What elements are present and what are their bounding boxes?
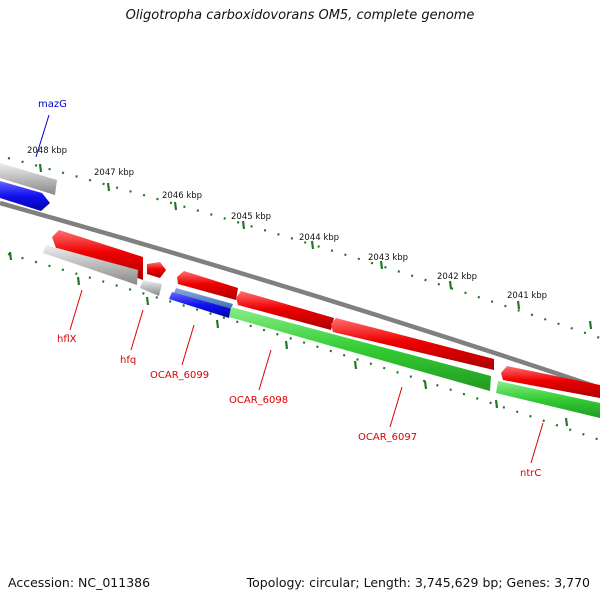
- major-tick: [379, 260, 384, 270]
- ntrC-cds: [501, 366, 600, 398]
- inner-scale-ticks: [7, 251, 600, 442]
- hfq-leader: [130, 309, 144, 351]
- ocar6099-leader: [181, 324, 195, 366]
- gene-label-hflX: hflX: [57, 334, 77, 345]
- gene-track-outer: [0, 163, 57, 195]
- outer-scale-dots: [7, 156, 600, 340]
- scale-label: 2042 kbp: [437, 272, 477, 282]
- gene-label-mazG: mazG: [38, 99, 67, 110]
- scale-label: 2045 kbp: [231, 212, 271, 222]
- gene-label-hfq: hfq: [120, 355, 136, 366]
- major-tick: [284, 340, 289, 350]
- coverage-track: [229, 307, 600, 418]
- ocar6098-cds: [236, 291, 334, 330]
- scale-label: 2043 kbp: [368, 253, 408, 263]
- ntrC-leader: [530, 422, 544, 464]
- coverage-bar: [229, 307, 491, 391]
- major-tick: [106, 182, 111, 192]
- gene-block: [140, 280, 162, 296]
- major-tick: [76, 276, 81, 286]
- ocar6099-cds: [177, 271, 238, 300]
- major-tick: [423, 380, 428, 390]
- outer-scale-ticks: [7, 156, 600, 340]
- scale-labels: 2048 kbp 2047 kbp 2046 kbp 2045 kbp 2044…: [27, 146, 547, 301]
- major-tick: [588, 320, 593, 330]
- mazG-feature: [0, 181, 50, 211]
- ocar6098-leader: [258, 349, 272, 391]
- scale-label: 2044 kbp: [299, 233, 339, 243]
- major-tick: [310, 240, 315, 250]
- hfq-cds: [147, 262, 166, 278]
- gene-label-ocar6099: OCAR_6099: [150, 370, 209, 381]
- scale-label: 2046 kbp: [162, 191, 202, 201]
- major-tick: [353, 360, 358, 370]
- major-tick: [145, 296, 150, 306]
- genome-stats-text: Topology: circular; Length: 3,745,629 bp…: [246, 575, 590, 590]
- inner-scale-dots: [7, 252, 600, 442]
- label-leaders: [35, 114, 544, 464]
- coverage-bar: [496, 381, 600, 418]
- major-tick: [215, 319, 220, 329]
- major-tick: [8, 251, 13, 261]
- major-tick: [38, 163, 43, 173]
- gene-label-ntrC: ntrC: [520, 468, 541, 479]
- gene-labels: mazG hflX hfq OCAR_6099 OCAR_6098 OCAR_6…: [38, 99, 541, 479]
- gene-label-ocar6098: OCAR_6098: [229, 395, 288, 406]
- hflX-leader: [69, 289, 83, 331]
- major-tick: [564, 417, 569, 427]
- gene-block: [43, 245, 138, 285]
- genome-backbone: [0, 200, 600, 391]
- gene-label-ocar6097: OCAR_6097: [358, 432, 417, 443]
- ocar6097-leader: [389, 386, 403, 428]
- mazG-leader: [35, 114, 50, 158]
- major-tick: [516, 300, 521, 310]
- major-tick: [173, 201, 178, 211]
- scale-label: 2047 kbp: [94, 168, 134, 178]
- major-tick: [448, 280, 453, 290]
- map-title: Oligotropha carboxidovorans OM5, complet…: [125, 8, 475, 23]
- accession-text: Accession: NC_011386: [8, 575, 151, 590]
- ocar6097-cds: [331, 318, 494, 370]
- cds-track: [52, 230, 600, 398]
- scale-label: 2048 kbp: [27, 146, 67, 156]
- gene-track-inner: [43, 245, 162, 296]
- major-tick: [494, 399, 499, 409]
- rna-feature-blue: [169, 292, 232, 318]
- major-tick: [241, 220, 246, 230]
- scale-label: 2041 kbp: [507, 291, 547, 301]
